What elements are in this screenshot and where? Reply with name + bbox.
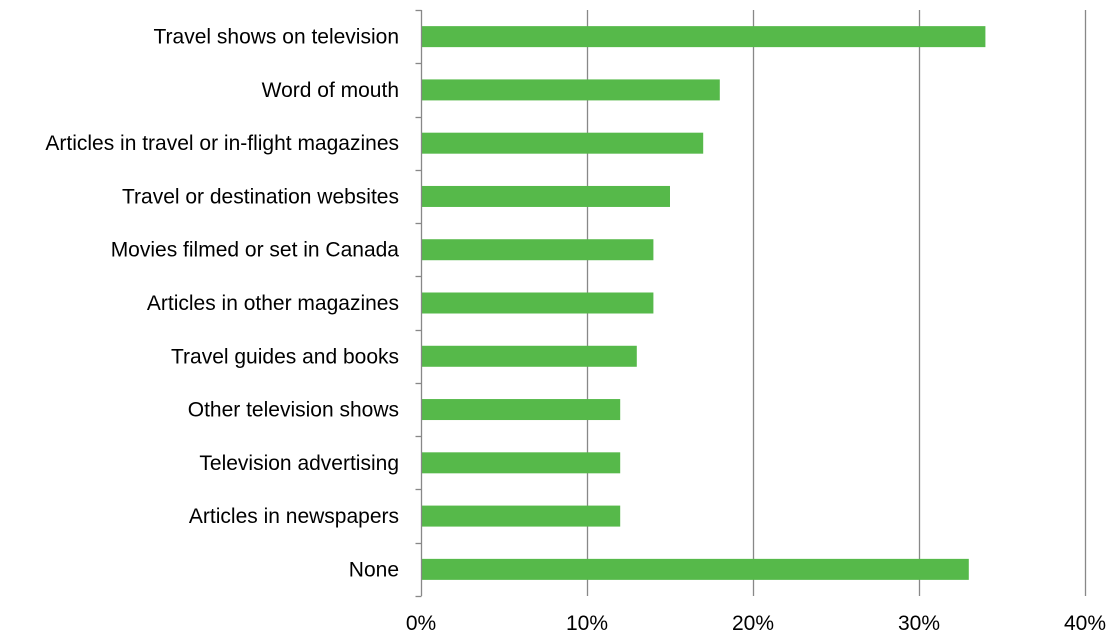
category-label: Word of mouth — [262, 79, 399, 102]
bar-10 — [421, 505, 621, 527]
bar-3 — [421, 132, 704, 154]
bar-2 — [421, 79, 720, 101]
bar-8 — [421, 399, 621, 421]
category-label: Other television shows — [188, 399, 399, 422]
bar-4 — [421, 185, 670, 207]
x-tick-label: 10% — [566, 612, 608, 634]
category-label: Articles in newspapers — [189, 505, 399, 528]
category-label: Travel or destination websites — [122, 185, 399, 208]
bar-11 — [421, 558, 969, 580]
x-tick-label: 40% — [1064, 612, 1106, 634]
bar-9 — [421, 452, 621, 474]
category-label: Articles in other magazines — [147, 292, 399, 315]
category-label: Travel guides and books — [171, 345, 399, 368]
x-tick-labels: 0% 10% 20% 30% 40% — [406, 612, 1106, 635]
category-labels: Travel shows on television Word of mouth A… — [45, 26, 399, 582]
category-label: Television advertising — [199, 452, 399, 475]
bar-7 — [421, 345, 637, 367]
x-tick-label: 20% — [732, 612, 774, 634]
category-label: Movies filmed or set in Canada — [111, 239, 400, 262]
y-axis — [415, 9, 423, 598]
bar-6 — [421, 292, 654, 314]
x-tick-label: 30% — [898, 612, 940, 634]
bars — [421, 26, 986, 580]
x-tick-label: 0% — [406, 612, 436, 634]
category-label: Travel shows on television — [154, 26, 400, 49]
bar-5 — [421, 239, 654, 261]
category-label: None — [349, 558, 399, 581]
category-label: Articles in travel or in-flight magazine… — [45, 132, 399, 155]
bar-1 — [421, 26, 986, 48]
